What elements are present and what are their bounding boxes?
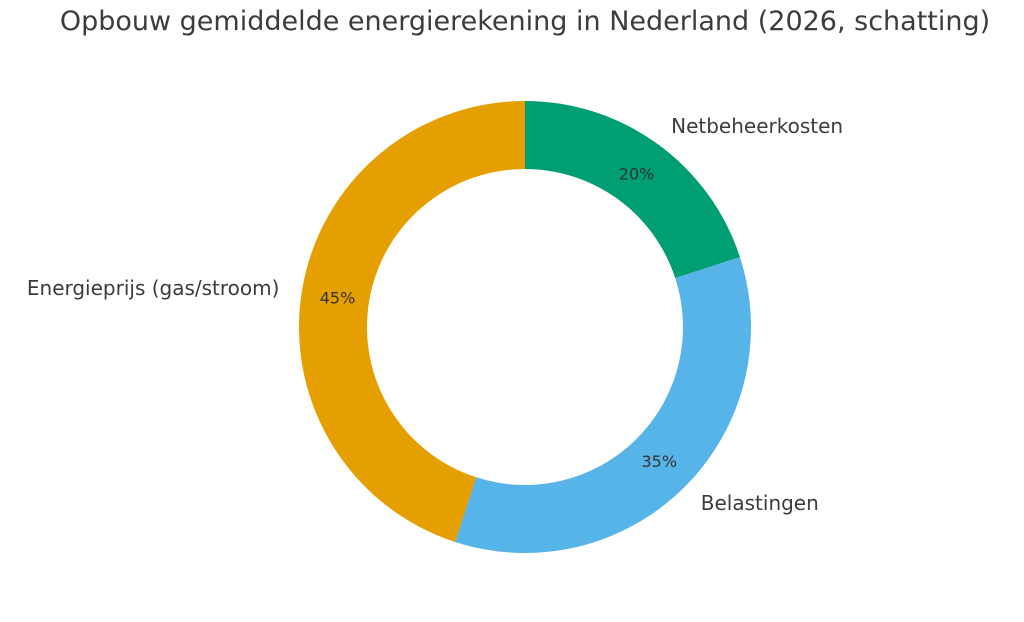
chart-title: Opbouw gemiddelde energierekening in Ned… xyxy=(59,6,991,37)
slice-netbeheerkosten xyxy=(525,101,740,279)
slice-belastingen xyxy=(455,257,751,553)
slice-percent-label: 20% xyxy=(619,164,655,183)
slice-category-label: Energieprijs (gas/stroom) xyxy=(27,276,280,300)
slice-category-label: Netbeheerkosten xyxy=(671,114,843,138)
slice-energieprijs-gas-stroom xyxy=(299,101,525,542)
slice-percent-label: 35% xyxy=(641,452,677,471)
slice-percent-label: 45% xyxy=(320,288,356,307)
slice-category-label: Belastingen xyxy=(701,491,819,515)
